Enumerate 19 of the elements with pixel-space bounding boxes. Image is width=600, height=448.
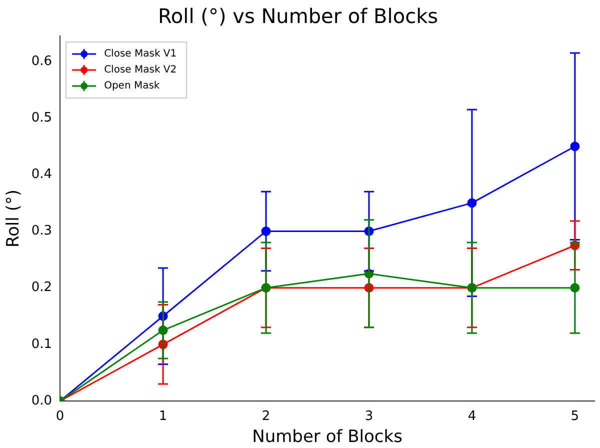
x-tick-label: 5 — [570, 409, 580, 424]
y-tick-label: 0.3 — [31, 224, 52, 239]
chart-title: Roll (°) vs Number of Blocks — [158, 4, 438, 28]
legend-label: Open Mask — [104, 80, 160, 92]
y-axis-title: Roll (°) — [4, 189, 24, 248]
x-axis-title: Number of Blocks — [252, 427, 403, 448]
x-tick-label: 0 — [56, 409, 64, 424]
y-tick-label: 0.1 — [31, 336, 52, 352]
legend-label: Close Mask V2 — [104, 64, 177, 76]
y-tick-label: 0.6 — [31, 54, 52, 69]
y-tick-label: 0.5 — [31, 110, 52, 126]
x-tick-label: 2 — [262, 409, 270, 424]
x-tick-label: 4 — [468, 409, 476, 424]
y-tick-label: 0.2 — [31, 280, 52, 296]
legend-label: Close Mask V1 — [104, 48, 177, 60]
y-tick-label: 0.0 — [31, 393, 52, 408]
x-tick-label: 1 — [158, 409, 168, 424]
y-tick-label: 0.4 — [31, 167, 52, 182]
x-tick-label: 3 — [364, 409, 374, 424]
